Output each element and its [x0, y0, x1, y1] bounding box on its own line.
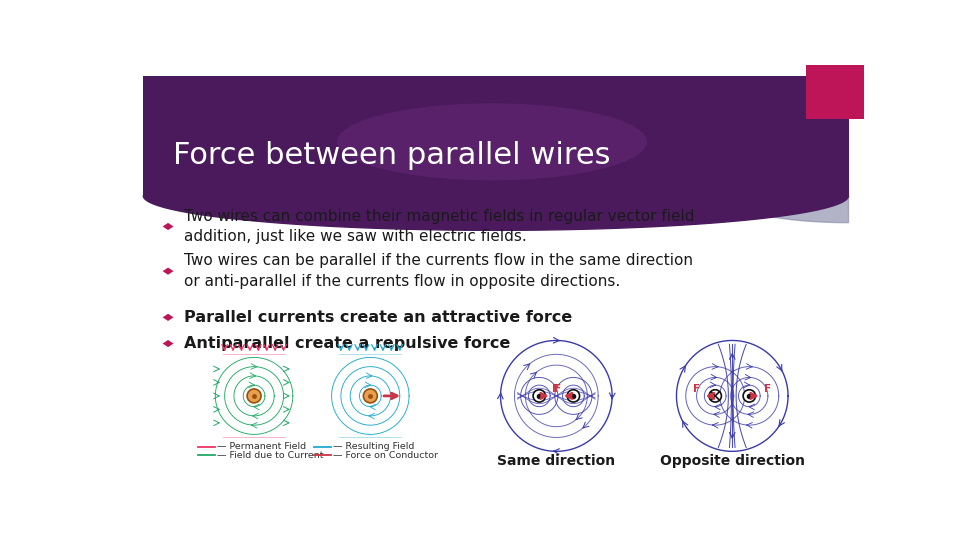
Text: Force between parallel wires: Force between parallel wires: [173, 141, 611, 170]
Polygon shape: [162, 340, 174, 347]
Circle shape: [363, 389, 377, 403]
Text: — Field due to Current: — Field due to Current: [217, 451, 324, 460]
Bar: [805, 65, 864, 119]
Text: F: F: [764, 384, 771, 394]
Bar: [143, 76, 849, 195]
Text: Antiparallel create a repulsive force: Antiparallel create a repulsive force: [183, 336, 510, 351]
Circle shape: [247, 389, 261, 403]
Text: — Permanent Field: — Permanent Field: [217, 442, 306, 451]
Polygon shape: [725, 195, 849, 222]
Polygon shape: [162, 267, 174, 275]
Polygon shape: [162, 314, 174, 321]
Text: Same direction: Same direction: [497, 454, 615, 468]
Text: — Force on Conductor: — Force on Conductor: [333, 451, 438, 460]
Polygon shape: [143, 195, 849, 231]
Text: Parallel currents create an attractive force: Parallel currents create an attractive f…: [183, 310, 572, 325]
Ellipse shape: [337, 103, 647, 180]
Text: — Resulting Field: — Resulting Field: [333, 442, 415, 451]
Circle shape: [533, 390, 545, 402]
Text: F: F: [552, 384, 559, 394]
Text: Two wires can be parallel if the currents flow in the same direction
or anti-par: Two wires can be parallel if the current…: [183, 253, 692, 289]
Text: Opposite direction: Opposite direction: [660, 454, 804, 468]
Text: F: F: [554, 384, 562, 394]
Text: F: F: [693, 384, 701, 394]
Circle shape: [709, 390, 721, 402]
Circle shape: [567, 390, 580, 402]
Text: Two wires can combine their magnetic fields in regular vector field
addition, ju: Two wires can combine their magnetic fie…: [183, 208, 694, 245]
Circle shape: [743, 390, 756, 402]
Polygon shape: [162, 223, 174, 230]
